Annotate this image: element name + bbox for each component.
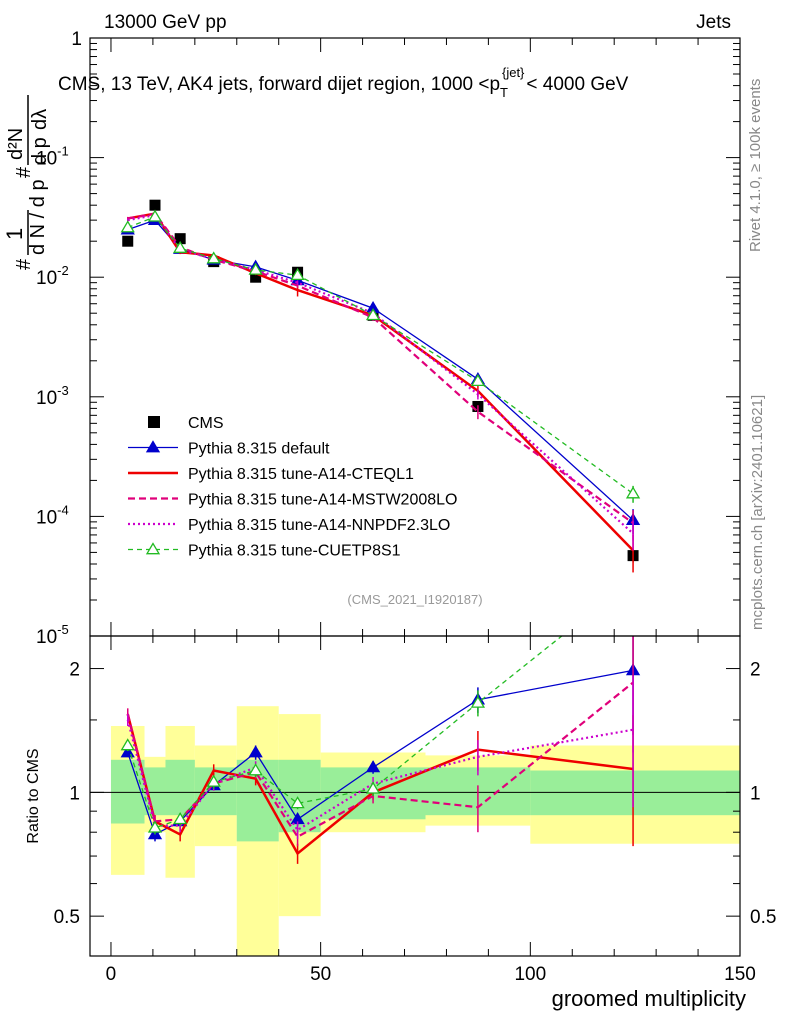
green-band-0 (110, 759, 145, 824)
ratio-pythia-8-315-tune-cuetp8s1-marker (470, 695, 486, 708)
ratio-y-tick-label-right: 1 (750, 783, 761, 804)
x-tick-label: 0 (106, 964, 117, 985)
main-y-tick-label: 1 (71, 29, 82, 50)
ratio-pythia-8-315-tune-cuetp8s1-marker (365, 781, 381, 794)
legend-pythia-8-315-tune-a14-nnpdf2-3lo-label: Pythia 8.315 tune-A14-NNPDF2.3LO (188, 517, 450, 534)
main-y-tick-label: 10-4 (36, 502, 69, 528)
pythia-8-315-tune-cuetp8s1-marker (147, 209, 163, 222)
pythia-8-315-tune-cuetp8s1-marker (365, 308, 381, 321)
main-y-tick-label: 10-3 (36, 383, 69, 409)
energy-label: 13000 GeV pp (104, 12, 227, 33)
category-label: Jets (696, 12, 731, 33)
legend: CMS Pythia 8.315 default Pythia 8.315 tune… (128, 415, 457, 560)
main-y-axis-label: # 1 d N / d p # d²N d p dλ (2, 95, 51, 270)
x-tick-label: 50 (310, 964, 331, 985)
ratio-pythia-8-315-tune-cuetp8s1-marker (248, 763, 263, 776)
x-tick-label: 100 (514, 964, 546, 985)
ratio-series-group (120, 573, 641, 864)
ratio-y-tick-label: 2 (69, 660, 80, 681)
main-y-tick-label: 10-2 (36, 263, 69, 289)
ratio-pythia-8-315-tune-cuetp8s1-marker (627, 573, 639, 583)
green-band-8 (530, 770, 740, 816)
pythia-8-315-tune-cuetp8s1-marker (206, 251, 221, 264)
analysis-id-label: (CMS_2021_I1920187) (347, 592, 482, 607)
ratio-plot-frame (89, 635, 741, 957)
ratio-pythia-8-315-tune-cuetp8s1-line (127, 636, 563, 829)
pythia-8-315-tune-cuetp8s1-marker (470, 373, 486, 387)
ratio-y-axis-label: Ratio to CMS (25, 748, 42, 843)
svg-text:#: # (13, 258, 35, 270)
rivet-version-label: Rivet 4.1.0, ≥ 100k events (747, 79, 764, 252)
ratio-y-tick-label-right: 2 (750, 660, 761, 681)
main-y-tick-label: 10-5 (36, 622, 69, 648)
x-tick-label: 150 (724, 964, 756, 985)
ratio-pythia-8-315-tune-cuetp8s1-marker (290, 796, 305, 809)
legend-cms-marker (148, 416, 160, 428)
svg-text:dλ: dλ (29, 109, 51, 130)
pythia-8-315-tune-cuetp8s1-marker (248, 262, 263, 275)
ratio-pythia-8-315-tune-cuetp8s1-marker (206, 774, 221, 787)
main-title: CMS, 13 TeV, AK4 jets, forward dijet reg… (58, 65, 629, 100)
green-band-2 (165, 759, 195, 816)
ratio-y-tick-label-right: 0.5 (750, 907, 776, 928)
svg-text:1: 1 (2, 228, 27, 240)
pythia-8-315-tune-cuetp8s1-marker (290, 267, 305, 281)
legend-pythia-8-315-default-marker (145, 440, 161, 453)
mcplots-label: mcplots.cern.ch [arXiv:2401.10621] (749, 395, 766, 630)
legend-pythia-8-315-tune-cuetp8s1-marker (145, 542, 161, 555)
ratio-y-tick-label: 1 (69, 783, 80, 804)
ratio-y-tick-label: 0.5 (54, 907, 80, 928)
pythia-8-315-tune-cuetp8s1-marker (120, 220, 135, 233)
ratio-pythia-8-315-tune-cuetp8s1-marker (173, 812, 188, 825)
pythia-8-315-tune-cuetp8s1-marker (173, 240, 188, 253)
svg-text:d p: d p (29, 137, 51, 165)
ratio-pythia-8-315-tune-cuetp8s1-marker (120, 738, 135, 751)
legend-pythia-8-315-tune-a14-mstw2008lo-label: Pythia 8.315 tune-A14-MSTW2008LO (188, 492, 457, 509)
cms-point (174, 233, 186, 245)
axes-group: 1 10-1 10-2 10-3 10-4 10-5 0 50 100 150 0.5 0.5 1 1 2 2 (36, 29, 776, 985)
svg-text:#: # (13, 166, 35, 178)
main-y-tick-label: 10-1 (36, 144, 69, 170)
ratio-uncertainty-bands (90, 706, 740, 956)
legend-pythia-8-315-tune-a14-cteql1-label: Pythia 8.315 tune-A14-CTEQL1 (188, 466, 414, 483)
svg-text:d N / d p: d N / d p (27, 179, 49, 255)
ratio-pythia-8-315-tune-cuetp8s1-marker (147, 820, 163, 833)
cms-point (149, 199, 161, 211)
pythia-8-315-tune-cuetp8s1-marker (625, 486, 641, 499)
x-axis-label: groomed multiplicity (552, 986, 746, 1011)
pythia-8-315-tune-a14-nnpdf2-3lo-line (127, 213, 634, 535)
legend-pythia-8-315-default-label: Pythia 8.315 default (188, 441, 330, 458)
svg-text:d²N: d²N (5, 128, 27, 160)
ratio-pythia-8-315-default-marker (365, 760, 381, 773)
cms-point (250, 271, 262, 283)
legend-cms-label: CMS (188, 415, 224, 432)
ratio-pythia-8-315-default-marker (248, 745, 263, 758)
main-series-group (120, 199, 641, 573)
legend-pythia-8-315-tune-cuetp8s1-label: Pythia 8.315 tune-CUETP8S1 (188, 543, 401, 560)
cms-point (122, 235, 134, 247)
